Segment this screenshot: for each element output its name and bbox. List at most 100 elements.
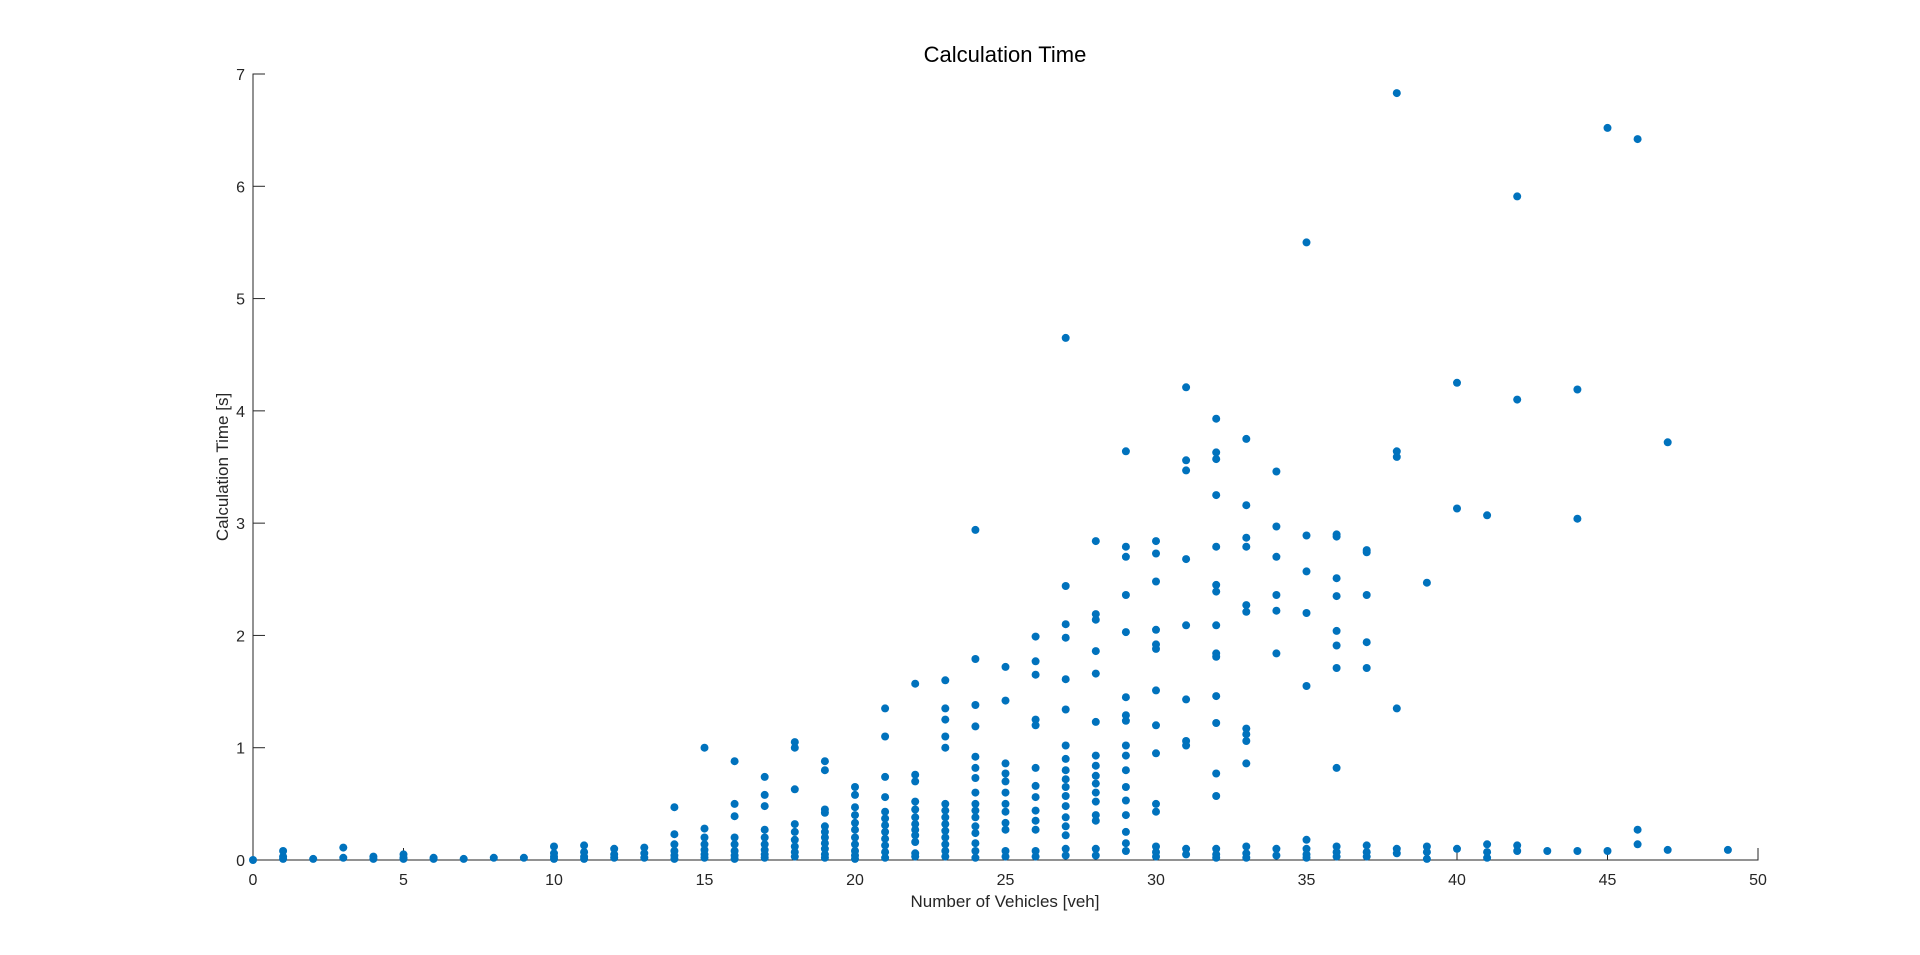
data-point xyxy=(1272,606,1281,615)
data-point xyxy=(881,793,890,802)
data-point xyxy=(1091,816,1100,825)
data-point xyxy=(1121,716,1130,725)
data-point xyxy=(1121,839,1130,848)
data-point xyxy=(820,757,829,766)
data-point xyxy=(1603,123,1612,132)
data-point xyxy=(851,811,859,820)
data-point xyxy=(1332,852,1341,861)
data-point xyxy=(1061,741,1070,750)
data-point xyxy=(1152,644,1160,653)
data-point xyxy=(881,807,890,816)
data-point xyxy=(1633,135,1642,144)
y-tick-label: 0 xyxy=(236,853,245,870)
data-point xyxy=(580,854,589,863)
data-point xyxy=(851,790,859,799)
data-point xyxy=(971,799,980,808)
data-point xyxy=(1091,779,1100,788)
data-point xyxy=(941,852,950,861)
data-point xyxy=(1332,574,1341,583)
data-point xyxy=(1483,853,1492,862)
data-point xyxy=(1182,383,1191,392)
data-point xyxy=(1182,555,1191,564)
data-point xyxy=(971,525,980,534)
data-point xyxy=(790,842,799,851)
data-point xyxy=(730,840,739,849)
data-point xyxy=(1152,721,1160,730)
data-point xyxy=(1302,844,1311,853)
x-tick-label: 20 xyxy=(846,872,864,889)
data-point xyxy=(1332,532,1341,541)
data-point xyxy=(459,854,468,863)
data-point xyxy=(1061,675,1070,684)
x-tick-label: 0 xyxy=(249,872,258,889)
data-point xyxy=(1091,771,1100,780)
data-point xyxy=(760,833,769,842)
y-tick-label: 5 xyxy=(236,292,245,309)
data-point xyxy=(700,743,709,752)
data-point xyxy=(1573,847,1582,855)
data-point xyxy=(971,847,980,855)
data-point xyxy=(1061,766,1070,775)
y-axis-ticks: 0 1 2 3 4 5 6 7 xyxy=(236,67,265,870)
data-point xyxy=(1091,844,1100,853)
data-point xyxy=(1061,582,1070,590)
data-point xyxy=(1663,438,1672,447)
data-point xyxy=(309,854,318,863)
data-point xyxy=(1242,842,1251,851)
data-point xyxy=(1061,822,1070,831)
data-point xyxy=(700,840,709,849)
data-point xyxy=(1392,452,1401,461)
x-tick-label: 5 xyxy=(399,872,408,889)
data-point xyxy=(279,854,288,863)
data-point xyxy=(610,853,619,862)
data-point xyxy=(1242,759,1251,768)
data-point xyxy=(790,785,799,794)
data-point xyxy=(971,853,980,862)
data-point xyxy=(580,841,589,850)
data-point xyxy=(1302,238,1311,247)
data-point xyxy=(1182,850,1191,859)
data-point xyxy=(851,803,859,812)
data-point xyxy=(1422,578,1431,587)
data-point xyxy=(519,853,528,862)
data-point xyxy=(730,854,739,863)
data-point xyxy=(1332,842,1341,851)
data-point xyxy=(820,844,829,853)
data-point xyxy=(429,854,438,863)
data-point xyxy=(911,831,920,840)
data-point xyxy=(640,853,649,862)
x-tick-label: 10 xyxy=(545,872,563,889)
data-point xyxy=(1091,669,1100,678)
data-point xyxy=(971,813,980,822)
data-point xyxy=(1483,840,1492,849)
data-point xyxy=(1513,841,1522,850)
data-point xyxy=(1212,621,1221,630)
data-point xyxy=(1453,378,1461,387)
data-point xyxy=(1001,852,1010,861)
data-point xyxy=(1061,633,1070,642)
data-point xyxy=(1031,670,1040,679)
data-point xyxy=(1121,711,1130,720)
data-point xyxy=(971,839,980,848)
data-point xyxy=(1152,842,1160,851)
data-point xyxy=(1152,549,1160,558)
data-point xyxy=(1121,447,1130,456)
data-point xyxy=(1453,844,1461,853)
data-point xyxy=(911,825,920,834)
data-point xyxy=(881,848,890,857)
data-point xyxy=(1152,807,1160,816)
x-tick-label: 45 xyxy=(1599,872,1617,889)
data-point xyxy=(730,812,739,821)
data-point xyxy=(1242,501,1251,510)
data-point xyxy=(1663,845,1672,854)
data-point xyxy=(1091,717,1100,726)
data-point xyxy=(279,847,288,855)
data-point xyxy=(640,843,649,852)
data-point xyxy=(941,704,950,713)
data-point xyxy=(881,814,890,823)
data-point xyxy=(1242,724,1251,733)
data-point xyxy=(700,833,709,842)
data-point xyxy=(1152,852,1160,861)
data-point xyxy=(941,676,950,685)
x-axis-label: Number of Vehicles [veh] xyxy=(911,892,1100,911)
